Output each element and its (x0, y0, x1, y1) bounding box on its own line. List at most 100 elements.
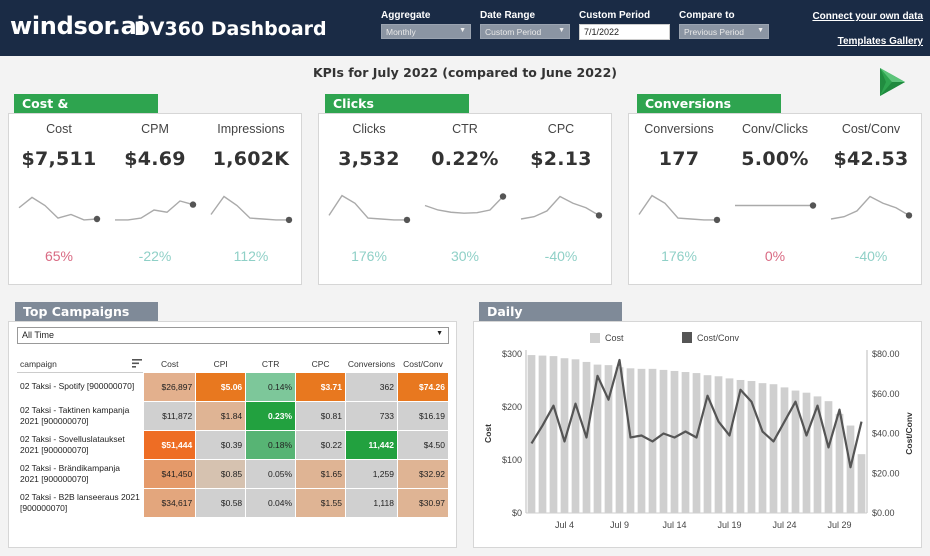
column-header-cpc[interactable]: CPC (311, 359, 330, 370)
x-tick-label: Jul 19 (717, 520, 741, 530)
table-row[interactable]: 02 Taksi - Taktinen kampanja 2021 [900000… (17, 400, 450, 431)
compare-label: Compare to (679, 10, 735, 21)
column-header-cpi[interactable]: CPI (213, 359, 228, 370)
column-header-ctr[interactable]: CTR (261, 359, 280, 370)
sparkline-endpoint (285, 216, 293, 224)
kpi-label: Impressions (217, 122, 285, 136)
column-header-conversions[interactable]: Conversions (347, 359, 396, 370)
date-range-value: Custom Period (485, 27, 542, 37)
date-range-select[interactable]: Custom Period ▼ (480, 24, 570, 39)
kpi-change: -40% (544, 248, 578, 264)
column-header-campaign[interactable]: campaign (17, 357, 144, 372)
table-header-row: campaign Cost CPI CTR CPC Conversions Co… (17, 357, 449, 372)
cell-cost: $51,444 (143, 429, 197, 460)
legend-swatch-cost (590, 333, 600, 343)
sparkline-endpoint (713, 216, 721, 224)
kpi-label: Clicks (352, 122, 386, 136)
y2-tick-label: $0.00 (872, 508, 895, 518)
cost-bar (769, 384, 778, 513)
cell-ctr: 0.14% (245, 371, 297, 402)
templates-gallery-link[interactable]: Templates Gallery (837, 36, 923, 47)
cell-cpi: $0.39 (195, 429, 247, 460)
campaign-name: 02 Taksi - Sovelluslataukset 2021 [900000… (17, 430, 144, 459)
cell-cost-conv: $74.26 (396, 371, 450, 402)
cell-cpc: $0.81 (295, 400, 346, 431)
sparkline-endpoint (905, 212, 913, 219)
clicks-panel: Clicks 3,532 176% CTR 0.22% 30% CPC $2.13 -40% (318, 113, 612, 285)
sort-icon[interactable] (131, 359, 142, 368)
sparkline-endpoint (189, 201, 197, 208)
connect-data-link[interactable]: Connect your own data (812, 11, 923, 22)
cell-cost: $34,617 (143, 487, 197, 518)
logo: windsor.ai (10, 12, 145, 40)
sparkline-path (18, 196, 98, 221)
cost-bar (637, 368, 646, 513)
cell-ctr: 0.18% (245, 429, 297, 460)
campaign-name: 02 Taksi - Brändikampanja 2021 [900000070… (17, 459, 144, 488)
daily-performance-panel: Cost Cost/Conv $0 $100 $200 $300 $0.00 $20.00 $4… (473, 321, 922, 548)
sparkline-endpoint (93, 215, 101, 223)
campaign-name-line: 02 Taksi - Sovelluslataukset (20, 433, 125, 444)
caret-down-icon: ▼ (757, 27, 764, 34)
daily-performance-chart: Cost Cost/Conv $0 $100 $200 $300 $0.00 $20.00 $4… (483, 332, 914, 530)
custom-period-input[interactable]: 7/1/2022 (579, 24, 670, 40)
kpi-label: Cost (46, 122, 72, 136)
sparkline-endpoint (403, 216, 411, 224)
cost-bar (659, 369, 668, 513)
cost-bar (714, 376, 723, 513)
campaign-name: 02 Taksi - Spotify [900000070] (17, 372, 144, 401)
campaign-name-line: 02 Taksi - Taktinen kampanja (20, 404, 130, 415)
compare-filter: Compare to Previous Period ▼ (679, 10, 769, 39)
cost-bar (824, 401, 833, 513)
play-icon[interactable] (876, 65, 908, 99)
cell-conversions: 362 (345, 371, 398, 402)
kpi-value: 177 (658, 148, 700, 170)
cell-cpi: $0.58 (195, 487, 247, 518)
compare-select[interactable]: Previous Period ▼ (679, 24, 769, 39)
cost-bar (615, 367, 624, 513)
y-tick-label: $200 (502, 402, 522, 412)
table-row[interactable]: 02 Taksi - Brändikampanja 2021 [900000070… (17, 458, 450, 489)
cell-cpi: $5.06 (195, 371, 247, 402)
kpi-value: 0.22% (431, 148, 499, 170)
cell-cost-conv: $30.97 (396, 487, 450, 518)
campaign-period-dropdown[interactable]: All Time ▼ (17, 327, 449, 344)
kpi-change: 65% (44, 248, 74, 264)
column-header-cost[interactable]: Cost (161, 359, 179, 370)
campaign-period-value: All Time (22, 330, 55, 340)
y-tick-label: $100 (502, 455, 522, 465)
table-row[interactable]: 02 Taksi - Sovelluslataukset 2021 [900000… (17, 429, 450, 460)
y2-tick-label: $60.00 (872, 389, 900, 399)
kpi-value: $2.13 (530, 148, 592, 170)
cell-cpi: $1.84 (195, 400, 247, 431)
cell-cpi: $0.85 (195, 458, 247, 489)
cell-cost: $11,872 (143, 400, 197, 431)
cost-bar (835, 413, 844, 513)
kpi-value: 5.00% (741, 148, 809, 170)
cell-cpc: $1.55 (295, 487, 346, 518)
kpi-value: 3,532 (338, 148, 400, 170)
kpi-change: 176% (351, 248, 387, 264)
kpi-period-title: KPIs for July 2022 (compared to June 202… (312, 65, 618, 80)
y2-tick-label: $40.00 (872, 429, 900, 439)
legend-label-cost: Cost (605, 333, 624, 343)
campaign-name-line: [900000070] (20, 502, 68, 513)
cost-bar (791, 390, 800, 513)
aggregate-select[interactable]: Monthly ▼ (381, 24, 471, 39)
dashboard-title: DV360 Dashboard (134, 18, 327, 40)
table-row[interactable]: 02 Taksi - B2B lanseeraus 2021 [900000070… (17, 487, 450, 518)
top-bar: windsor.ai DV360 Dashboard Aggregate Mon… (0, 0, 930, 56)
cost-bar (736, 379, 745, 513)
table-row[interactable]: 02 Taksi - Spotify [900000070] $26,897 $5.… (17, 371, 450, 402)
column-header-cost-per-conv[interactable]: Cost/Conv (403, 359, 443, 370)
cell-ctr: 0.23% (245, 400, 297, 431)
kpi-label: Conversions (644, 122, 714, 136)
cell-cost: $26,897 (143, 371, 197, 402)
cell-cost-conv: $16.19 (396, 400, 450, 431)
sparkline-path (830, 195, 910, 220)
cell-cost-conv: $4.50 (396, 429, 450, 460)
caret-down-icon: ▼ (558, 27, 565, 34)
x-tick-label: Jul 4 (555, 520, 574, 530)
cell-cpc: $3.71 (295, 371, 346, 402)
kpi-sparkline (520, 195, 603, 220)
